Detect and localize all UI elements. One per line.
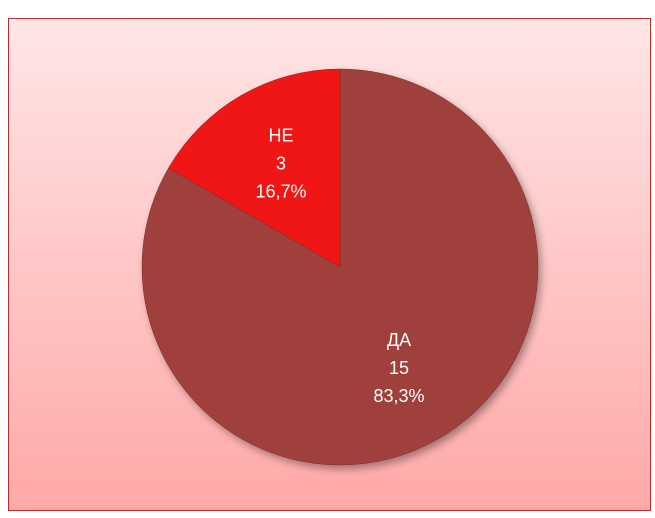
pie-slice xyxy=(168,68,341,268)
labels: ДА 15 83,3% НЕ 3 16,7% xyxy=(255,126,424,406)
value-label: 15 xyxy=(389,358,409,378)
pie-slice xyxy=(141,68,539,466)
percent-label: 16,7% xyxy=(255,182,306,202)
category-label: ДА xyxy=(387,330,411,350)
percent-label: 83,3% xyxy=(373,386,424,406)
value-label: 3 xyxy=(276,154,286,174)
category-label: НЕ xyxy=(268,126,293,146)
pie xyxy=(141,68,539,466)
